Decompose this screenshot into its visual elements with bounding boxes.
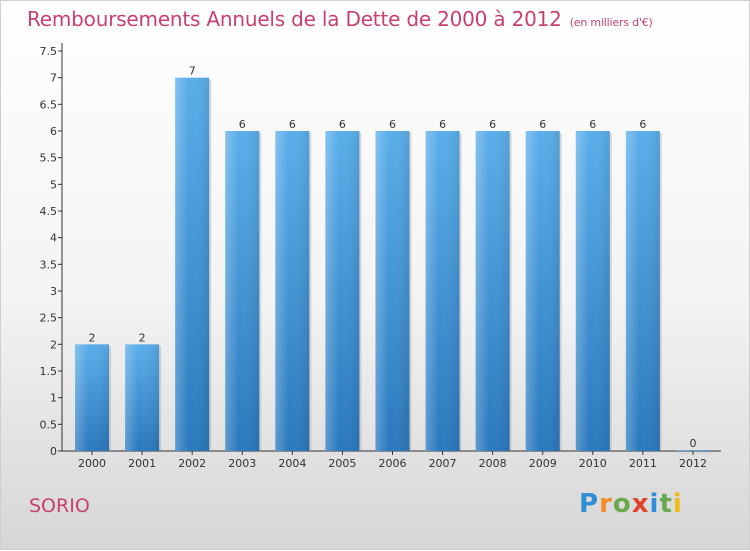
x-tick-label: 2010 [579,457,607,470]
y-tick-label: 5 [50,178,57,191]
data-label: 2 [139,331,146,344]
y-tick-label: 7.5 [40,45,58,58]
x-tick-label: 2005 [328,457,356,470]
y-tick-label: 4 [50,232,57,245]
bar-shine [525,131,560,451]
data-label: 6 [639,118,646,131]
logo-letter: t [659,489,673,519]
bar-shine [75,344,110,451]
place-name: SORIO [29,495,90,517]
y-tick-label: 1 [50,392,57,405]
logo-letter: i [649,489,660,519]
data-label: 7 [189,65,196,78]
bar-shine [375,131,410,451]
logo-letter: P [579,489,600,519]
bar-shine [425,131,460,451]
y-tick-label: 4.5 [40,205,58,218]
y-tick-label: 0 [50,445,57,458]
y-tick-label: 5.5 [40,152,58,165]
x-tick-label: 2012 [679,457,707,470]
data-label: 6 [239,118,246,131]
data-label: 6 [489,118,496,131]
chart-title: Remboursements Annuels de la Dette de 20… [27,7,653,31]
y-tick-label: 2 [50,338,57,351]
data-label: 6 [289,118,296,131]
x-tick-label: 2004 [278,457,306,470]
y-tick-label: 6 [50,125,57,138]
bar-shine [325,131,360,451]
proxiti-logo: Proxiti [579,489,683,519]
x-tick-label: 2003 [228,457,256,470]
x-tick-label: 2001 [128,457,156,470]
data-label: 6 [539,118,546,131]
data-label: 6 [389,118,396,131]
bar-shine [275,131,310,451]
logo-letter: o [612,489,632,519]
bar-shine [475,131,510,451]
y-tick-label: 2.5 [40,312,58,325]
y-tick-label: 6.5 [40,98,58,111]
x-tick-label: 2002 [178,457,206,470]
data-label: 2 [89,331,96,344]
data-label: 6 [339,118,346,131]
bar-shine [125,344,160,451]
x-tick-label: 2000 [78,457,106,470]
chart-title-text: Remboursements Annuels de la Dette de 20… [27,7,562,31]
bar-shine [625,131,660,451]
y-tick-label: 3.5 [40,258,58,271]
y-tick-label: 7 [50,72,57,85]
bar-shine [175,77,210,452]
bar-shadow [677,453,712,454]
x-tick-label: 2008 [479,457,507,470]
data-label: 6 [439,118,446,131]
x-tick-label: 2011 [629,457,657,470]
data-label: 0 [689,437,696,450]
logo-letter: r [599,489,613,519]
bar-shine [575,131,610,451]
logo-letter: i [672,489,683,519]
y-tick-label: 1.5 [40,365,58,378]
y-tick-label: 0.5 [40,418,58,431]
bar-shine [675,450,710,451]
x-tick-label: 2007 [429,457,457,470]
x-tick-label: 2009 [529,457,557,470]
unit-note: (en milliers d'€) [569,16,653,29]
y-tick-label: 3 [50,285,57,298]
data-label: 6 [589,118,596,131]
logo-letter: x [631,489,650,519]
x-tick-label: 2006 [379,457,407,470]
bar-shine [225,131,260,451]
